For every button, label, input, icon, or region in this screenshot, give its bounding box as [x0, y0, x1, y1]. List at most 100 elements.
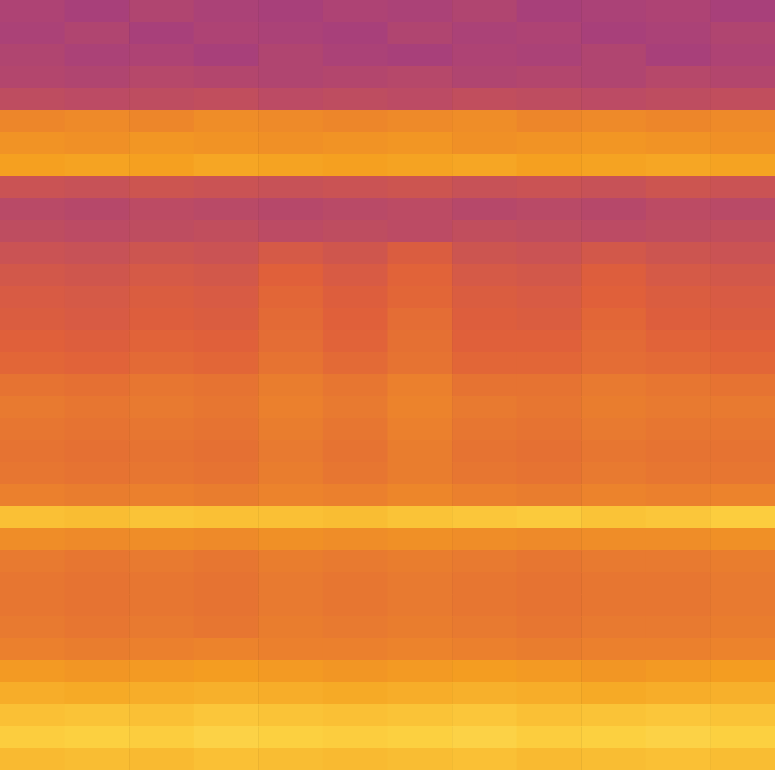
cell	[258, 264, 323, 287]
cell	[65, 682, 130, 705]
cell	[517, 264, 582, 287]
cell	[452, 704, 517, 727]
cell	[710, 704, 775, 727]
cell	[388, 22, 453, 45]
cell	[258, 330, 323, 353]
cell	[65, 352, 130, 375]
cell	[0, 484, 65, 507]
heatmap	[0, 0, 775, 770]
cell	[258, 22, 323, 45]
cell	[0, 110, 65, 133]
cell	[388, 726, 453, 749]
cell	[323, 286, 388, 309]
cell	[194, 418, 259, 441]
cell	[452, 0, 517, 23]
cell	[517, 176, 582, 199]
cell	[194, 748, 259, 770]
cell	[517, 418, 582, 441]
cell	[517, 66, 582, 89]
cell	[258, 418, 323, 441]
cell	[517, 154, 582, 177]
cell	[65, 330, 130, 353]
cell	[581, 484, 646, 507]
cell	[646, 726, 711, 749]
cell	[452, 682, 517, 705]
cell	[129, 308, 194, 331]
cell	[258, 704, 323, 727]
cell	[65, 506, 130, 529]
cell	[194, 572, 259, 595]
cell	[194, 176, 259, 199]
cell	[452, 726, 517, 749]
cell	[323, 484, 388, 507]
cell	[323, 726, 388, 749]
cell	[710, 352, 775, 375]
cell	[0, 396, 65, 419]
cell	[710, 308, 775, 331]
cell	[65, 66, 130, 89]
cell	[646, 550, 711, 573]
cell	[517, 506, 582, 529]
cell	[0, 440, 65, 463]
cell	[194, 22, 259, 45]
cell	[452, 110, 517, 133]
cell	[0, 352, 65, 375]
cell	[710, 726, 775, 749]
cell	[710, 484, 775, 507]
cell	[65, 440, 130, 463]
cell	[194, 726, 259, 749]
cell	[646, 0, 711, 23]
cell	[388, 704, 453, 727]
cell	[0, 154, 65, 177]
cell	[258, 0, 323, 23]
cell	[517, 660, 582, 683]
cell	[323, 264, 388, 287]
cell	[710, 198, 775, 221]
cell	[0, 704, 65, 727]
cell	[129, 0, 194, 23]
cell	[0, 506, 65, 529]
cell	[388, 198, 453, 221]
cell	[517, 286, 582, 309]
cell	[646, 748, 711, 770]
cell	[194, 66, 259, 89]
cell	[517, 462, 582, 485]
cell	[0, 44, 65, 67]
cell	[258, 550, 323, 573]
cell	[581, 506, 646, 529]
cell	[194, 132, 259, 155]
cell	[581, 264, 646, 287]
cell	[323, 22, 388, 45]
cell	[646, 198, 711, 221]
cell	[581, 704, 646, 727]
cell	[323, 352, 388, 375]
cell	[258, 308, 323, 331]
cell	[129, 704, 194, 727]
cell	[646, 154, 711, 177]
cell	[581, 572, 646, 595]
cell	[129, 66, 194, 89]
cell	[581, 132, 646, 155]
cell	[323, 308, 388, 331]
cell	[452, 396, 517, 419]
cell	[710, 22, 775, 45]
cell	[65, 572, 130, 595]
cell	[388, 242, 453, 265]
cells	[0, 0, 775, 770]
cell	[65, 154, 130, 177]
cell	[581, 352, 646, 375]
cell	[129, 154, 194, 177]
cell	[710, 220, 775, 243]
cell	[323, 748, 388, 770]
cell	[323, 66, 388, 89]
cell	[710, 638, 775, 661]
cell	[388, 176, 453, 199]
cell	[646, 330, 711, 353]
cell	[388, 748, 453, 770]
cell	[710, 242, 775, 265]
cell	[710, 462, 775, 485]
cell	[452, 154, 517, 177]
cell	[65, 528, 130, 551]
cell	[517, 704, 582, 727]
cell	[0, 286, 65, 309]
